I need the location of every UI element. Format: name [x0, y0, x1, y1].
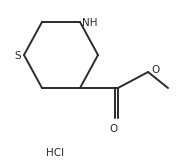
Text: O: O [110, 124, 118, 134]
Text: NH: NH [82, 18, 97, 28]
Text: S: S [14, 51, 21, 61]
Text: O: O [151, 65, 159, 75]
Text: HCl: HCl [46, 148, 64, 158]
